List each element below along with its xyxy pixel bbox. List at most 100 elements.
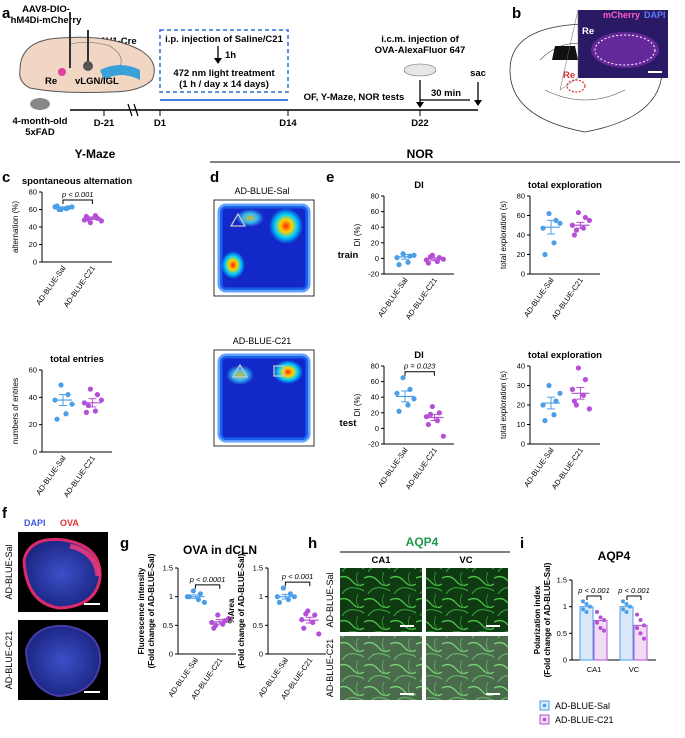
triangle-object-icon bbox=[229, 212, 247, 227]
y-tick-label: 0 bbox=[375, 254, 379, 263]
data-point bbox=[553, 398, 559, 404]
data-point bbox=[586, 406, 593, 412]
data-point bbox=[94, 392, 100, 398]
y-tick-label: 40 bbox=[29, 223, 37, 232]
y-tick-label: 20 bbox=[29, 240, 37, 249]
data-point bbox=[440, 433, 446, 439]
p-value: p < 0.001 bbox=[281, 572, 314, 581]
heatmap-title-c21: AD-BLUE-C21 bbox=[233, 336, 292, 346]
square-object-icon bbox=[273, 365, 285, 377]
y-axis-label: numbers of entries bbox=[11, 378, 20, 444]
data-point bbox=[546, 210, 552, 217]
y-tick-label: 20 bbox=[371, 238, 379, 247]
y-tick-label: 60 bbox=[29, 205, 37, 214]
p-value: p < 0.001 bbox=[617, 586, 650, 595]
re-image-label: Re bbox=[582, 26, 594, 37]
virus-label-1: AAV8-DIO- bbox=[22, 4, 70, 15]
data-point bbox=[394, 390, 400, 396]
y-axis-label: Polarization index bbox=[533, 585, 542, 654]
data-point bbox=[411, 396, 417, 402]
re-label: Re bbox=[45, 76, 57, 87]
significance-bracket bbox=[194, 584, 221, 589]
row-label-c21: AD-BLUE-C21 bbox=[4, 631, 14, 690]
chart-i1: AQP4 0 0.5 1 1.5 Polarization index (Fold chan… bbox=[533, 549, 656, 725]
y-tick-label: 0 bbox=[375, 424, 379, 433]
re-outline bbox=[566, 79, 586, 93]
tests-label: OF, Y-Maze, NOR tests bbox=[304, 92, 405, 103]
sac-label: sac bbox=[470, 68, 486, 79]
data-point bbox=[285, 596, 291, 603]
y-tick-label: 0 bbox=[521, 270, 525, 279]
data-point bbox=[400, 251, 406, 257]
panel-label-f: f bbox=[2, 505, 8, 522]
chart-e3: DI -20 0 20 40 60 80 DI (%) AD-BLUE-SalAD-BLUE-C… bbox=[353, 350, 454, 491]
day-label: D-21 bbox=[94, 118, 115, 129]
y-tick-label: 10 bbox=[517, 420, 525, 429]
x-tick-label: AD-BLUE-C21 bbox=[550, 276, 585, 321]
y-axis-label: Fluorescence intensity bbox=[137, 567, 146, 654]
heat-spot bbox=[221, 251, 245, 279]
y-tick-label: 60 bbox=[29, 366, 37, 375]
data-point bbox=[425, 260, 431, 266]
chart-title: DI bbox=[414, 350, 424, 361]
y-axis-label: (Fold change of AD-BLUE-Sal) bbox=[543, 562, 552, 677]
data-point bbox=[542, 418, 548, 424]
data-point bbox=[301, 625, 307, 631]
p-value: p = 0.023 bbox=[403, 362, 436, 371]
significance-bracket bbox=[586, 595, 602, 600]
y-tick-label: 60 bbox=[371, 207, 379, 216]
light-label-2: (1 h / day x 14 days) bbox=[179, 79, 269, 90]
y-tick-label: 20 bbox=[371, 408, 379, 417]
data-point bbox=[98, 218, 104, 224]
arrow-down-icon bbox=[416, 102, 424, 108]
data-point bbox=[595, 610, 599, 614]
data-point bbox=[69, 401, 75, 407]
significance-bracket bbox=[404, 371, 435, 376]
data-point bbox=[197, 591, 203, 597]
data-point bbox=[63, 411, 69, 417]
bar bbox=[619, 606, 634, 661]
data-point bbox=[551, 412, 557, 418]
y-tick-label: 0 bbox=[33, 448, 37, 457]
data-point bbox=[624, 602, 629, 606]
data-point bbox=[638, 631, 643, 636]
significance-bracket bbox=[626, 595, 642, 600]
data-point bbox=[586, 217, 593, 223]
data-point bbox=[405, 402, 411, 408]
day-label: D1 bbox=[154, 118, 167, 129]
data-point bbox=[642, 636, 646, 641]
data-point bbox=[598, 615, 603, 620]
x-tick-label: VC bbox=[629, 665, 640, 674]
legend-label: AD-BLUE-C21 bbox=[555, 715, 614, 725]
x-tick-label: AD-BLUE-Sal bbox=[34, 264, 68, 307]
y-tick-label: 80 bbox=[371, 362, 379, 371]
row-label-sal: AD-BLUE-Sal bbox=[325, 572, 335, 627]
data-point bbox=[394, 255, 400, 261]
y-tick-label: 1.5 bbox=[557, 576, 567, 585]
mouse-head-icon bbox=[403, 63, 437, 77]
data-point bbox=[434, 258, 440, 265]
chart-g2: 0 0.5 1 1.5 %Area (Fold change of AD-BLUE-Sal… bbox=[227, 553, 326, 701]
data-point bbox=[540, 402, 546, 408]
panel-label-d: d bbox=[210, 169, 219, 186]
virus-label-2: hM4Di-mCherry bbox=[11, 15, 82, 26]
data-point bbox=[427, 254, 433, 260]
data-point bbox=[87, 386, 93, 392]
data-point bbox=[195, 596, 201, 603]
chart-title: total exploration bbox=[528, 180, 602, 191]
column-label-ca1: CA1 bbox=[371, 555, 391, 566]
y-tick-label: -20 bbox=[368, 440, 379, 449]
vlgn-label: vLGN/IGL bbox=[75, 76, 119, 87]
chart-e1: DI -20 0 20 40 60 80 DI (%) AD-BLUE-SalAD-BLUE-C… bbox=[353, 180, 454, 321]
data-point bbox=[98, 397, 104, 403]
data-point bbox=[553, 217, 559, 223]
y-tick-label: 60 bbox=[371, 377, 379, 386]
data-point bbox=[312, 612, 318, 618]
data-point bbox=[215, 612, 221, 618]
data-point bbox=[396, 408, 402, 414]
panel-label-b: b bbox=[512, 5, 521, 22]
panel-a: a AAV8-DIO- hM4Di-mCherry AAV1-Cre Re vL… bbox=[2, 4, 486, 138]
panel-b: b Re mCherry DAPI Re bbox=[509, 5, 668, 133]
x-tick-label: AD-BLUE-C21 bbox=[404, 446, 439, 491]
p-value: p < 0.001 bbox=[61, 190, 94, 199]
